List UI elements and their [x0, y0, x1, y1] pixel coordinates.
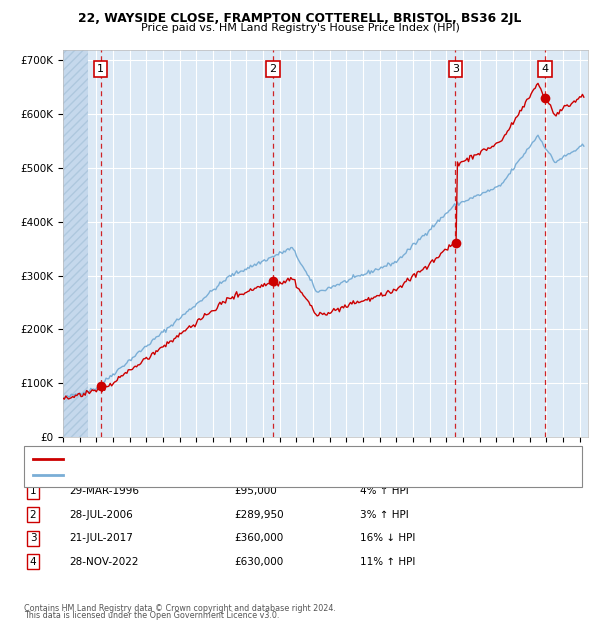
Text: 1: 1 [97, 64, 104, 74]
Text: 2: 2 [29, 510, 37, 520]
Text: 1: 1 [29, 486, 37, 496]
Text: £289,950: £289,950 [234, 510, 284, 520]
Text: 22, WAYSIDE CLOSE, FRAMPTON COTTERELL, BRISTOL, BS36 2JL (detached house): 22, WAYSIDE CLOSE, FRAMPTON COTTERELL, B… [67, 455, 437, 464]
Text: 29-MAR-1996: 29-MAR-1996 [69, 486, 139, 496]
Text: 11% ↑ HPI: 11% ↑ HPI [360, 557, 415, 567]
Text: Contains HM Land Registry data © Crown copyright and database right 2024.: Contains HM Land Registry data © Crown c… [24, 603, 336, 613]
Text: 28-NOV-2022: 28-NOV-2022 [69, 557, 139, 567]
Text: £95,000: £95,000 [234, 486, 277, 496]
Text: 3: 3 [29, 533, 37, 543]
Text: 4% ↑ HPI: 4% ↑ HPI [360, 486, 409, 496]
Text: 16% ↓ HPI: 16% ↓ HPI [360, 533, 415, 543]
Text: 3% ↑ HPI: 3% ↑ HPI [360, 510, 409, 520]
Bar [63, 50, 88, 437]
Text: 21-JUL-2017: 21-JUL-2017 [69, 533, 133, 543]
Text: Price paid vs. HM Land Registry's House Price Index (HPI): Price paid vs. HM Land Registry's House … [140, 23, 460, 33]
Text: 28-JUL-2006: 28-JUL-2006 [69, 510, 133, 520]
Text: 4: 4 [541, 64, 548, 74]
Text: 3: 3 [452, 64, 459, 74]
Text: This data is licensed under the Open Government Licence v3.0.: This data is licensed under the Open Gov… [24, 611, 280, 620]
Text: 2: 2 [269, 64, 276, 74]
Text: 22, WAYSIDE CLOSE, FRAMPTON COTTERELL, BRISTOL, BS36 2JL: 22, WAYSIDE CLOSE, FRAMPTON COTTERELL, B… [79, 12, 521, 25]
Text: HPI: Average price, detached house, South Gloucestershire: HPI: Average price, detached house, Sout… [67, 471, 335, 480]
Text: 4: 4 [29, 557, 37, 567]
Text: £360,000: £360,000 [234, 533, 283, 543]
Text: £630,000: £630,000 [234, 557, 283, 567]
